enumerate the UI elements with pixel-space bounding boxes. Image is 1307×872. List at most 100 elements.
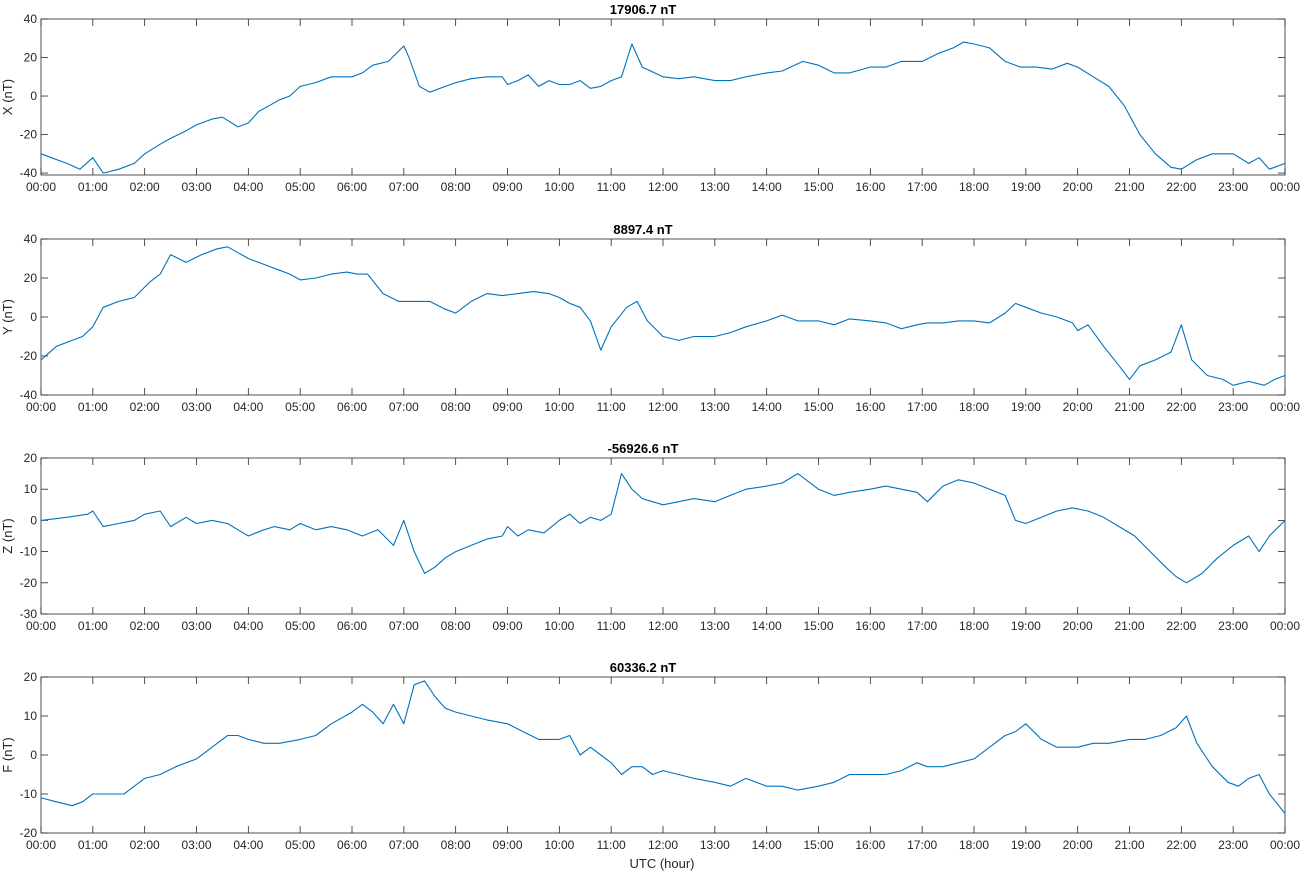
panel-x-xtick-label: 00:00 [26,180,56,194]
panel-x-xtick-label: 11:00 [597,180,626,194]
panel-y-ytick-label: -20 [20,349,38,363]
panel-f-xtick-label: 01:00 [78,838,108,852]
panel-f-xtick-label: 14:00 [752,838,782,852]
panel-z-xtick-label: 07:00 [389,619,419,633]
panel-z: 00:00 01:00 02:00 03:00 04:00 05:00 06:00 07:00… [0,441,1300,633]
panel-f-xtick-label: 22:00 [1166,838,1196,852]
panel-y-ytick-label: 20 [24,271,38,285]
panel-z-xtick-label: 21:00 [1114,619,1144,633]
x-axis-label: UTC (hour) [629,856,694,871]
panel-z-ytick-label: 10 [24,482,38,496]
panel-y-xtick-label: 11:00 [597,400,626,414]
panel-z-xtick-label: 15:00 [803,619,833,633]
panel-x-title: 17906.7 nT [610,2,677,17]
panel-f-xtick-label: 18:00 [959,838,989,852]
panel-y-xtick-label: 12:00 [648,400,678,414]
panel-z-xtick-label: 05:00 [285,619,315,633]
panel-f-xtick-label: 08:00 [441,838,471,852]
panel-x-xtick-label: 00:00 [1270,180,1300,194]
panel-z-xtick-label: 09:00 [492,619,522,633]
panel-x-xtick-label: 17:00 [907,180,937,194]
panel-y-xtick-label: 05:00 [285,400,315,414]
panel-z-xtick-label: 20:00 [1063,619,1093,633]
panel-y-xtick-label: 06:00 [337,400,367,414]
panel-x-xtick-label: 21:00 [1114,180,1144,194]
panel-z-xtick-label: 08:00 [441,619,471,633]
panel-f-xtick-label: 21:00 [1114,838,1144,852]
panel-z-xtick-label: 18:00 [959,619,989,633]
panel-z-ytick-label: -30 [20,607,38,621]
panel-x-xtick-label: 09:00 [492,180,522,194]
panel-z-ytick-label: 0 [30,513,37,527]
panel-z-xtick-label: 12:00 [648,619,678,633]
panel-f-frame [40,676,1286,834]
panel-y-ytick-label: 40 [24,232,38,246]
panel-z-xtick-label: 06:00 [337,619,367,633]
panel-z-ylabel: Z (nT) [0,518,15,553]
panel-f-ytick-label: 20 [24,670,38,684]
panel-x-xtick-label: 04:00 [233,180,263,194]
panel-x-xtick-label: 01:00 [78,180,108,194]
panel-z-xtick-label: 22:00 [1166,619,1196,633]
panel-y-xtick-label: 09:00 [492,400,522,414]
panel-x-xtick-label: 06:00 [337,180,367,194]
panel-z-xtick-label: 14:00 [752,619,782,633]
panel-y-xtick-label: 08:00 [441,400,471,414]
panel-z-xtick-label: 00:00 [26,619,56,633]
panel-y-xtick-label: 07:00 [389,400,419,414]
panel-x-ytick-label: -40 [20,166,38,180]
panel-z-xtick-label: 02:00 [130,619,160,633]
panel-f-xtick-label: 16:00 [855,838,885,852]
panel-x-xtick-label: 16:00 [855,180,885,194]
panel-x-frame [40,18,1286,176]
panel-y-xtick-label: 01:00 [78,400,108,414]
panel-x-xtick-label: 08:00 [441,180,471,194]
panel-y-title: 8897.4 nT [613,222,672,237]
panel-y-xtick-label: 15:00 [803,400,833,414]
panel-f-xtick-label: 15:00 [803,838,833,852]
panel-f-title: 60336.2 nT [610,660,677,675]
panel-f-ylabel: F (nT) [0,737,15,772]
panel-f-ytick-label: -10 [20,787,38,801]
panel-y-xtick-label: 04:00 [233,400,263,414]
panel-f-series-line [40,680,1286,814]
panel-z-title: -56926.6 nT [608,441,679,456]
panel-f-xtick-label: 02:00 [130,838,160,852]
panel-x-ylabel: X (nT) [0,79,15,115]
panel-y-xtick-label: 02:00 [130,400,160,414]
panel-y-xtick-label: 10:00 [544,400,574,414]
panel-x-xtick-label: 03:00 [181,180,211,194]
panel-y-ytick-label: -40 [20,388,38,402]
panel-z-xtick-label: 13:00 [700,619,730,633]
panel-y-xtick-label: 18:00 [959,400,989,414]
panel-f-xtick-label: 00:00 [1270,838,1300,852]
panel-f-xtick-label: 12:00 [648,838,678,852]
panel-x-xtick-label: 20:00 [1063,180,1093,194]
panel-f-xtick-label: 00:00 [26,838,56,852]
panel-z-frame [40,457,1286,615]
panel-z-xtick-label: 04:00 [233,619,263,633]
panel-z-ytick-label: -20 [20,576,38,590]
panel-x-ytick-label: 0 [30,89,37,103]
panel-f-xtick-label: 07:00 [389,838,419,852]
panel-f-xtick-label: 10:00 [544,838,574,852]
panel-z-xtick-label: 01:00 [78,619,108,633]
panel-y-ylabel: Y (nT) [0,299,15,335]
panel-f-xtick-label: 06:00 [337,838,367,852]
panel-x-xtick-label: 02:00 [130,180,160,194]
panel-z-xtick-label: 03:00 [181,619,211,633]
panel-z-xtick-label: 10:00 [544,619,574,633]
panel-f-ytick-label: 0 [30,748,37,762]
panel-x-xtick-label: 15:00 [803,180,833,194]
panel-f-xtick-label: 23:00 [1218,838,1248,852]
panel-z-ytick-label: 20 [24,451,38,465]
panel-x-xtick-label: 10:00 [544,180,574,194]
panel-y-ytick-label: 0 [30,310,37,324]
panel-y-xtick-label: 20:00 [1063,400,1093,414]
panel-z-xtick-label: 16:00 [855,619,885,633]
panel-z-series-line [40,473,1286,584]
panel-x-ytick-label: 20 [24,51,38,65]
panel-f-xtick-label: 17:00 [907,838,937,852]
panel-y-xtick-label: 00:00 [1270,400,1300,414]
panel-x-xtick-label: 23:00 [1218,180,1248,194]
